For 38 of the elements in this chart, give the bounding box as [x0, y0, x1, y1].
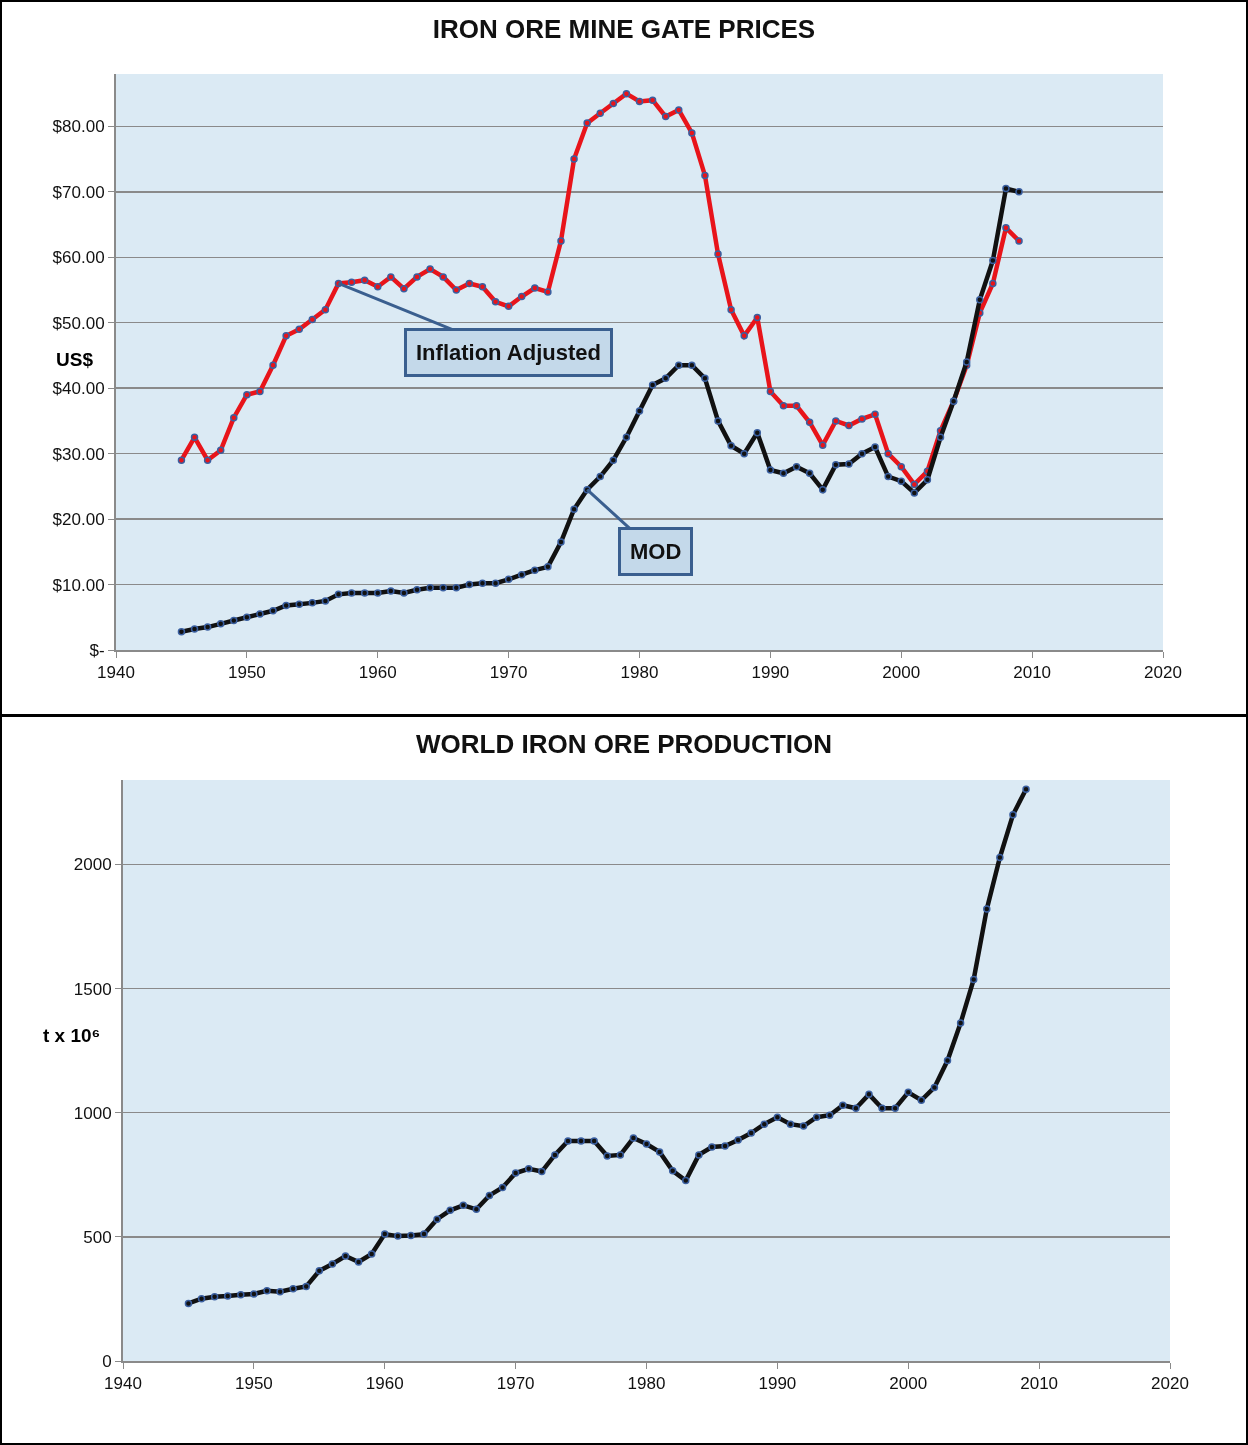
x-tick-label: 1960 [365, 1374, 404, 1394]
x-tick-label: 1980 [620, 663, 659, 683]
y-tick-label: 2000 [73, 855, 112, 875]
y-tick-label: $40.00 [52, 379, 105, 399]
y-tick-label: $10.00 [52, 575, 105, 595]
y-tick-label: $- [89, 640, 105, 660]
x-tick-label: 1980 [627, 1374, 666, 1394]
y-axis-title: t x 10⁶ [43, 1025, 101, 1046]
x-tick-label: 1990 [751, 663, 790, 683]
y-axis-title: US$ [56, 349, 94, 370]
y-tick-label: 0 [102, 1351, 112, 1371]
x-tick-label: 2010 [1020, 1374, 1059, 1394]
x-tick-label: 1970 [489, 663, 528, 683]
x-tick-label: 1940 [97, 663, 135, 683]
x-tick-label: 2020 [1151, 1374, 1189, 1394]
y-tick-label: 1500 [73, 979, 112, 999]
x-tick-label: 1990 [758, 1374, 797, 1394]
y-tick-label: $70.00 [52, 182, 105, 202]
y-tick-label: $60.00 [52, 248, 105, 268]
x-tick-label: 1950 [234, 1374, 273, 1394]
x-tick-label: 1970 [496, 1374, 535, 1394]
y-tick-label: 500 [83, 1227, 112, 1247]
x-tick-label: 1960 [358, 663, 397, 683]
x-tick-label: 2000 [889, 1374, 928, 1394]
y-tick-label: $20.00 [52, 510, 105, 530]
annotation: Inflation Adjusted [416, 340, 601, 365]
y-tick-label: 1000 [73, 1103, 112, 1123]
x-tick-label: 2020 [1144, 663, 1182, 683]
chart-title: WORLD IRON ORE PRODUCTION [416, 729, 832, 760]
x-tick-label: 1940 [104, 1374, 142, 1394]
chart-title: IRON ORE MINE GATE PRICES [432, 14, 816, 44]
x-tick-label: 2010 [1013, 663, 1052, 683]
x-tick-label: 1950 [227, 663, 266, 683]
annotation: MOD [630, 539, 682, 564]
x-tick-label: 2000 [882, 663, 921, 683]
y-tick-label: $30.00 [52, 444, 105, 464]
y-tick-label: $80.00 [52, 117, 105, 137]
y-tick-label: $50.00 [52, 313, 105, 333]
